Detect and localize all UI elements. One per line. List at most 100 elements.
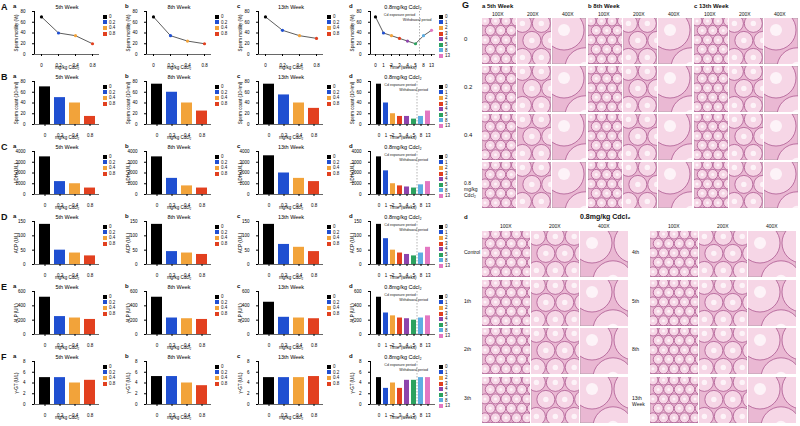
svg-text:5th Week: 5th Week	[55, 284, 78, 290]
svg-text:13: 13	[425, 343, 431, 348]
svg-text:600: 600	[18, 289, 26, 294]
svg-text:0.8: 0.8	[313, 63, 320, 68]
svg-text:8: 8	[135, 359, 138, 364]
svg-text:0: 0	[135, 52, 138, 57]
svg-text:0: 0	[44, 203, 47, 208]
svg-text:60: 60	[132, 90, 138, 95]
svg-text:80: 80	[132, 79, 138, 84]
svg-text:0.8: 0.8	[87, 203, 94, 208]
svg-text:4: 4	[247, 380, 250, 385]
svg-text:20: 20	[244, 111, 250, 116]
svg-text:8: 8	[420, 413, 423, 418]
svg-text:80: 80	[356, 79, 362, 84]
svg-text:0: 0	[44, 413, 47, 418]
svg-text:2: 2	[23, 391, 26, 396]
svg-text:5th Week: 5th Week	[55, 4, 78, 10]
svg-text:0: 0	[378, 203, 381, 208]
svg-text:8: 8	[420, 273, 423, 278]
svg-text:0: 0	[44, 133, 47, 138]
svg-text:ACP (U/L): ACP (U/L)	[238, 232, 243, 253]
svg-text:0: 0	[378, 413, 381, 418]
svg-text:4000: 4000	[351, 149, 362, 154]
svg-text:0.8: 0.8	[199, 343, 206, 348]
svg-text:mg/kg Cdcl₂: mg/kg Cdcl₂	[167, 415, 192, 420]
svg-text:80: 80	[244, 79, 250, 84]
svg-text:1: 1	[385, 203, 388, 208]
svg-text:13th Week: 13th Week	[278, 354, 304, 360]
svg-text:13: 13	[425, 203, 431, 208]
svg-text:8th Week: 8th Week	[167, 4, 190, 10]
svg-text:0: 0	[247, 262, 250, 267]
svg-text:γ-GT (U/L): γ-GT (U/L)	[238, 372, 243, 394]
svg-text:40: 40	[356, 30, 362, 35]
svg-text:40: 40	[132, 30, 138, 35]
svg-text:LDH (U/L): LDH (U/L)	[14, 162, 19, 183]
svg-text:0.8: 0.8	[87, 273, 94, 278]
svg-text:80: 80	[20, 79, 26, 84]
svg-text:Withdrawal period: Withdrawal period	[403, 18, 432, 22]
svg-text:60: 60	[356, 20, 362, 25]
svg-text:Time (weeks): Time (weeks)	[390, 65, 417, 70]
svg-text:Sperm motility (%): Sperm motility (%)	[350, 14, 355, 51]
svg-text:0: 0	[23, 52, 26, 57]
svg-text:0: 0	[44, 273, 47, 278]
svg-text:LDH (U/L): LDH (U/L)	[350, 162, 355, 183]
svg-text:200: 200	[354, 318, 362, 323]
svg-text:mg/kg Cdcl₂: mg/kg Cdcl₂	[279, 345, 304, 350]
svg-text:13th Week: 13th Week	[278, 284, 304, 290]
svg-text:Withdrawal period: Withdrawal period	[399, 298, 428, 302]
svg-text:40: 40	[244, 30, 250, 35]
svg-text:4: 4	[23, 380, 26, 385]
svg-text:150: 150	[354, 219, 362, 224]
svg-text:Cd exposure period: Cd exposure period	[384, 83, 415, 87]
svg-text:50: 50	[356, 248, 362, 253]
svg-text:20: 20	[356, 41, 362, 46]
svg-text:1: 1	[385, 413, 388, 418]
svg-text:60: 60	[244, 90, 250, 95]
svg-text:20: 20	[132, 41, 138, 46]
svg-text:mg/kg Cdcl₂: mg/kg Cdcl₂	[279, 415, 304, 420]
svg-text:Time (weeks): Time (weeks)	[390, 345, 417, 350]
svg-text:4: 4	[359, 380, 362, 385]
svg-text:600: 600	[242, 289, 250, 294]
svg-text:0: 0	[378, 133, 381, 138]
svg-text:0: 0	[268, 413, 271, 418]
svg-text:mg/kg Cdcl₂: mg/kg Cdcl₂	[167, 345, 192, 350]
svg-text:mg/kg Cdcl₂: mg/kg Cdcl₂	[55, 205, 80, 210]
svg-text:80: 80	[20, 9, 26, 14]
svg-text:mg/kg Cdcl₂: mg/kg Cdcl₂	[279, 205, 304, 210]
svg-text:LDH (U/L): LDH (U/L)	[238, 162, 243, 183]
svg-text:100: 100	[130, 233, 138, 238]
svg-text:0: 0	[268, 203, 271, 208]
svg-text:0: 0	[268, 273, 271, 278]
svg-text:Sperm count (10⁶/ml): Sperm count (10⁶/ml)	[14, 81, 19, 124]
svg-text:0: 0	[23, 192, 26, 197]
svg-text:0: 0	[23, 122, 26, 127]
svg-text:600: 600	[354, 289, 362, 294]
svg-text:Time (weeks): Time (weeks)	[390, 135, 417, 140]
svg-text:4000: 4000	[15, 149, 26, 154]
svg-text:0.8mg/kg Cdcl₂: 0.8mg/kg Cdcl₂	[384, 144, 421, 150]
svg-text:0: 0	[156, 133, 159, 138]
svg-text:2: 2	[247, 391, 250, 396]
svg-text:0.8mg/kg Cdcl₂: 0.8mg/kg Cdcl₂	[384, 4, 421, 10]
svg-text:100: 100	[18, 233, 26, 238]
svg-text:2: 2	[359, 391, 362, 396]
svg-text:0: 0	[247, 122, 250, 127]
svg-text:Sperm motility (%): Sperm motility (%)	[126, 14, 131, 51]
svg-text:0.8: 0.8	[311, 203, 318, 208]
svg-text:0: 0	[44, 343, 47, 348]
svg-text:0: 0	[135, 192, 138, 197]
svg-text:20: 20	[20, 41, 26, 46]
svg-text:Withdrawal period: Withdrawal period	[399, 158, 428, 162]
svg-text:2: 2	[135, 391, 138, 396]
svg-text:Cd exposure period: Cd exposure period	[384, 153, 415, 157]
svg-text:50: 50	[20, 248, 26, 253]
svg-text:400: 400	[242, 303, 250, 308]
svg-text:40: 40	[20, 100, 26, 105]
svg-text:60: 60	[244, 20, 250, 25]
svg-text:0: 0	[359, 262, 362, 267]
svg-text:Sperm count (10⁶/ml): Sperm count (10⁶/ml)	[350, 81, 355, 124]
svg-text:13: 13	[429, 63, 435, 68]
svg-text:1: 1	[385, 133, 388, 138]
